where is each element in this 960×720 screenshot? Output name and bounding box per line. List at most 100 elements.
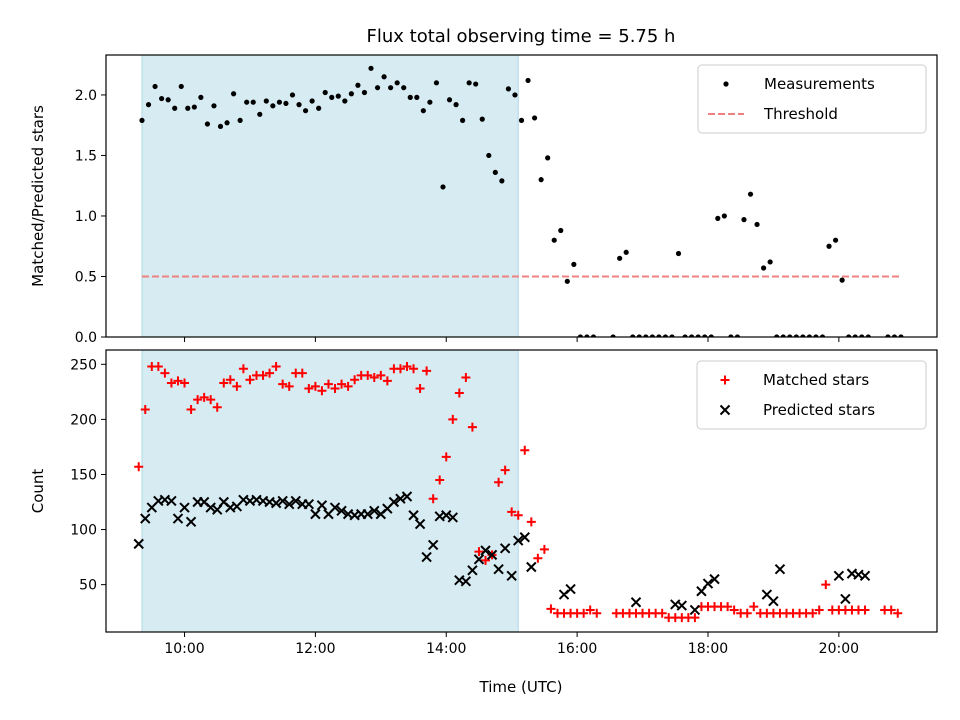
y-tick-label: 50: [79, 578, 97, 594]
matched-stars-point: [461, 373, 471, 383]
matched-stars-point: [166, 378, 176, 388]
measurements-point: [381, 74, 387, 80]
predicted-stars-point: [414, 518, 426, 530]
y-tick-label: 150: [70, 467, 97, 483]
matched-stars-point: [592, 608, 602, 618]
y-tick-label: 100: [70, 523, 97, 539]
measurements-point: [590, 334, 597, 337]
measurements-point: [512, 92, 518, 98]
plot-area: [139, 65, 904, 337]
matched-stars-point: [749, 602, 759, 612]
matched-stars-point: [310, 381, 320, 391]
matched-stars-point: [402, 362, 412, 372]
measurements-point: [257, 111, 263, 117]
measurements-point: [263, 98, 269, 104]
predicted-stars-point: [179, 502, 190, 513]
measurements-point: [780, 334, 786, 337]
predicted-stars-point: [486, 549, 498, 561]
measurements-point: [747, 191, 754, 197]
measurements-point: [774, 334, 780, 337]
matched-stars-point: [409, 364, 419, 374]
measurements-point: [538, 177, 544, 183]
measurements-point: [479, 116, 485, 122]
measurements-point: [289, 92, 296, 98]
measurements-point: [270, 103, 276, 109]
matched-stars-point: [363, 370, 373, 380]
matched-stars-point: [886, 605, 896, 615]
matched-stars-point: [546, 604, 556, 614]
measurements-point: [610, 334, 616, 337]
matched-stars-point: [245, 375, 255, 385]
x-tick-label: 20:00: [819, 641, 859, 657]
predicted-stars-point: [401, 491, 413, 502]
measurements-point: [839, 277, 845, 283]
matched-stars-point: [395, 364, 405, 374]
legend-box: [697, 64, 927, 134]
panel-2: 50 100 150 200 250 10:00 12:00 14:00 16:00 18:00 2…: [29, 349, 938, 657]
measurements-point: [708, 334, 714, 337]
axes-frame: [105, 349, 938, 633]
measurements-point: [695, 334, 701, 337]
predicted-stars-point: [709, 573, 720, 585]
measurements-point: [342, 98, 348, 104]
matched-stars-point: [337, 379, 347, 389]
matched-stars-point: [723, 602, 733, 612]
measurements-point: [427, 99, 433, 105]
legend-box: [696, 360, 927, 430]
predicted-stars-point: [185, 516, 197, 528]
measurements-point: [741, 217, 747, 223]
measurements-point: [361, 89, 368, 96]
matched-stars-point: [330, 384, 340, 394]
measurements-point: [322, 89, 328, 96]
measurements-point: [329, 94, 335, 100]
measurements-point: [460, 117, 466, 123]
measurements-point: [355, 82, 361, 88]
matched-stars-point: [474, 547, 484, 557]
matched-stars-point: [435, 475, 445, 485]
matched-stars-point: [160, 368, 170, 378]
predicted-stars-point: [493, 564, 504, 575]
y-tick-label: 250: [70, 357, 97, 373]
measurements-point: [558, 227, 564, 234]
predicted-stars-point: [140, 513, 151, 524]
matched-stars-point: [278, 379, 288, 389]
matched-stars-point: [134, 462, 144, 472]
measurements-point: [453, 102, 459, 108]
measurements-point: [865, 334, 871, 337]
matched-stars-point: [323, 379, 333, 389]
predicted-stars-point: [526, 561, 537, 573]
predicted-stars-point: [480, 545, 491, 556]
measurements-point: [761, 265, 767, 271]
matched-stars-point: [520, 445, 530, 455]
measurements-point: [518, 117, 525, 123]
predicted-stars-point: [336, 505, 347, 517]
y-tick-label: 0.5: [75, 269, 97, 285]
measurements-point: [250, 99, 256, 105]
measurements-point: [244, 99, 250, 105]
legend-swatch-matched-stars: [720, 375, 730, 385]
measurements-point: [217, 123, 224, 130]
measurements-point: [584, 334, 590, 337]
matched-stars-point: [304, 384, 314, 394]
y-axis-label: Count: [29, 469, 47, 514]
measurements-point: [669, 334, 675, 337]
measurements-point: [891, 334, 898, 337]
measurements-point: [682, 334, 688, 337]
matched-stars-point: [821, 580, 831, 590]
matched-stars-point: [415, 384, 425, 394]
predicted-stars-point: [408, 510, 419, 521]
panel-1: 0.0 0.5 1.0 1.5 2.0 Matched/Predicted stars Me…: [29, 54, 938, 346]
measurements-point: [577, 334, 583, 337]
predicted-stars-point: [519, 532, 530, 543]
measurements-point: [401, 85, 407, 91]
measurements-point: [191, 104, 197, 110]
predicted-stars-point: [499, 543, 511, 554]
measurements-point: [767, 259, 773, 265]
matched-stars-point: [206, 395, 216, 405]
predicted-stars-point: [316, 500, 328, 511]
measurements-point: [283, 100, 289, 107]
predicted-stars-point: [303, 499, 315, 510]
matched-stars-point: [212, 402, 222, 412]
predicted-stars-point: [859, 570, 871, 582]
measurements-point: [662, 334, 669, 337]
